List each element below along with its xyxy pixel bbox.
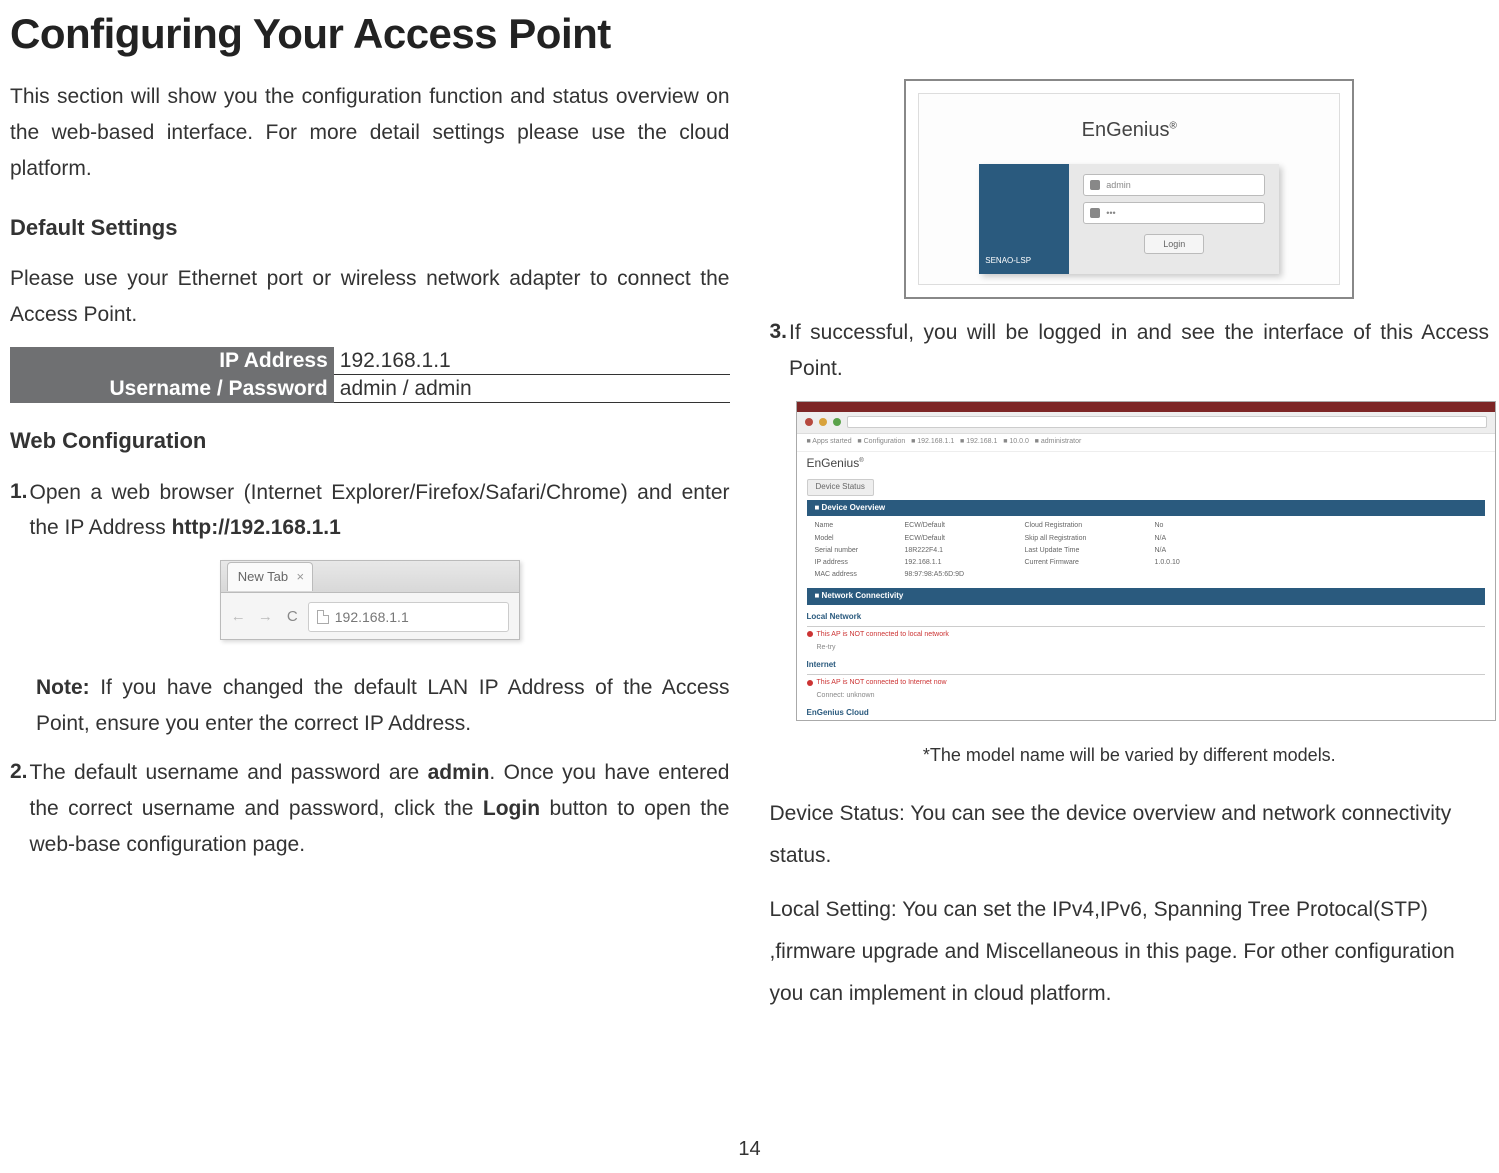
step-number: 1. xyxy=(10,475,28,546)
dashboard-logo: EnGenius® xyxy=(797,452,1495,475)
cred-label: Username / Password xyxy=(10,375,334,403)
breadcrumb: ■ Apps started ■ Configuration ■ 192.168… xyxy=(797,434,1495,452)
table-row: Username / Password admin / admin xyxy=(10,375,730,403)
password-field: ••• xyxy=(1083,202,1265,224)
intro-text: This section will show you the configura… xyxy=(10,79,730,186)
default-settings-heading: Default Settings xyxy=(10,210,730,245)
grid-cell: ECW/Default xyxy=(905,533,1025,544)
grid-cell: Name xyxy=(815,520,905,531)
address-bar: 192.168.1.1 xyxy=(308,602,509,632)
browser-tab-illustration: New Tab × ← → C 192.168.1.1 xyxy=(220,560,520,640)
internet-heading: Internet xyxy=(807,659,1485,675)
step-1: 1. Open a web browser (Internet Explorer… xyxy=(10,475,730,546)
logo-text: EnGenius xyxy=(1082,119,1170,141)
step1-text: Open a web browser (Internet Explorer/Fi… xyxy=(30,481,730,540)
step3-text: If successful, you will be logged in and… xyxy=(789,315,1489,386)
web-config-heading: Web Configuration xyxy=(10,423,730,458)
ip-label: IP Address xyxy=(10,347,334,375)
device-status-para: Device Status: You can see the device ov… xyxy=(770,793,1490,877)
local-setting-para: Local Setting: You can set the IPv4,IPv6… xyxy=(770,889,1490,1015)
default-settings-text: Please use your Ethernet port or wireles… xyxy=(10,261,730,332)
window-dot-icon xyxy=(805,418,813,426)
grid-cell: Cloud Registration xyxy=(1025,520,1155,531)
reload-icon: C xyxy=(287,605,298,629)
grid-cell: N/A xyxy=(1155,533,1235,544)
device-status-button: Device Status xyxy=(807,479,874,496)
network-connectivity-title: ■ Network Connectivity xyxy=(807,588,1485,605)
grid-cell: Last Update Time xyxy=(1025,545,1155,556)
retry-text: Re-try xyxy=(817,642,1495,653)
username-field: admin xyxy=(1083,174,1265,196)
browser-url-bar xyxy=(847,416,1487,428)
step1-url: http://192.168.1.1 xyxy=(172,516,341,539)
window-dot-icon xyxy=(833,418,841,426)
step-number: 2. xyxy=(10,755,28,862)
page-number: 14 xyxy=(0,1133,1499,1165)
step2-login: Login xyxy=(483,797,540,820)
grid-cell xyxy=(1025,569,1155,580)
internet-warning: This AP is NOT connected to Internet now xyxy=(807,677,1485,688)
username-placeholder: admin xyxy=(1106,178,1131,192)
device-overview-grid: NameECW/DefaultCloud RegistrationNo Model… xyxy=(807,516,1485,584)
step2-admin: admin xyxy=(428,761,490,784)
nav-arrows-icon: ← → xyxy=(231,605,277,629)
right-column: EnGenius® SENAO-LSP admin ••• Login 3. I… xyxy=(770,79,1490,1027)
status-dot-icon xyxy=(807,631,813,637)
left-column: This section will show you the configura… xyxy=(10,79,730,1027)
login-panel-label: SENAO-LSP xyxy=(979,164,1069,274)
url-text: 192.168.1.1 xyxy=(335,606,409,628)
login-logo: EnGenius® xyxy=(919,114,1339,146)
logo-text: EnGenius xyxy=(807,456,860,470)
grid-cell: No xyxy=(1155,520,1235,531)
grid-cell: 18R222F4.1 xyxy=(905,545,1025,556)
lock-icon xyxy=(1090,208,1100,218)
grid-cell: Serial number xyxy=(815,545,905,556)
cloud-heading: EnGenius Cloud xyxy=(807,707,1485,720)
footnote: *The model name will be varied by differ… xyxy=(770,741,1490,770)
step-3: 3. If successful, you will be logged in … xyxy=(770,315,1490,386)
page-title: Configuring Your Access Point xyxy=(10,0,1489,67)
settings-table: IP Address 192.168.1.1 Username / Passwo… xyxy=(10,347,730,404)
connect-text: Connect: unknown xyxy=(817,690,1495,701)
grid-cell: MAC address xyxy=(815,569,905,580)
grid-cell: Skip all Registration xyxy=(1025,533,1155,544)
cred-value: admin / admin xyxy=(334,375,730,403)
grid-cell: 98:97:98:A5:6D:9D xyxy=(905,569,1025,580)
window-dot-icon xyxy=(819,418,827,426)
local-network-heading: Local Network xyxy=(807,611,1485,627)
grid-cell: ECW/Default xyxy=(905,520,1025,531)
device-overview-title: ■ Device Overview xyxy=(807,500,1485,517)
login-button: Login xyxy=(1144,234,1204,254)
browser-tab: New Tab × xyxy=(227,562,313,592)
page-icon xyxy=(317,610,329,624)
warning-text: This AP is NOT connected to Internet now xyxy=(817,677,947,688)
grid-cell: 1.0.0.10 xyxy=(1155,557,1235,568)
warning-text: This AP is NOT connected to local networ… xyxy=(817,629,949,640)
note-text: If you have changed the default LAN IP A… xyxy=(36,676,730,735)
step-number: 3. xyxy=(770,315,788,386)
grid-cell: IP address xyxy=(815,557,905,568)
grid-cell xyxy=(1155,569,1235,580)
ip-value: 192.168.1.1 xyxy=(334,347,730,375)
local-network-warning: This AP is NOT connected to local networ… xyxy=(807,629,1485,640)
grid-cell: Model xyxy=(815,533,905,544)
login-illustration: EnGenius® SENAO-LSP admin ••• Login xyxy=(904,79,1354,299)
tab-label: New Tab xyxy=(238,569,288,584)
dashboard-illustration: ■ Apps started ■ Configuration ■ 192.168… xyxy=(796,401,1496,721)
note-label: Note: xyxy=(36,676,90,699)
status-dot-icon xyxy=(807,680,813,686)
note-block: Note: If you have changed the default LA… xyxy=(36,670,730,741)
password-placeholder: ••• xyxy=(1106,206,1115,220)
step2-pre: The default username and password are xyxy=(30,761,428,784)
grid-cell: Current Firmware xyxy=(1025,557,1155,568)
close-icon: × xyxy=(297,567,305,588)
step-2: 2. The default username and password are… xyxy=(10,755,730,862)
grid-cell: 192.168.1.1 xyxy=(905,557,1025,568)
grid-cell: N/A xyxy=(1155,545,1235,556)
table-row: IP Address 192.168.1.1 xyxy=(10,347,730,375)
user-icon xyxy=(1090,180,1100,190)
